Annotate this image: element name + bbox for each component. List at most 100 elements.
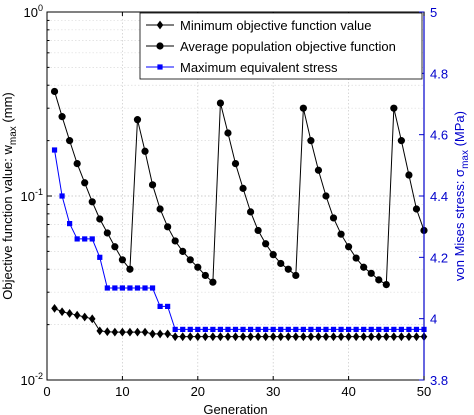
data-point-circle [224, 129, 232, 137]
data-point-diamond [360, 332, 367, 342]
data-point-circle [73, 159, 81, 168]
data-point-diamond [398, 332, 405, 342]
data-point-circle [307, 137, 315, 145]
data-point-diamond [51, 303, 58, 313]
data-point-square [172, 326, 178, 332]
data-point-square [406, 326, 412, 332]
data-point-diamond [81, 312, 88, 322]
data-point-circle [194, 263, 202, 271]
series-1 [51, 303, 428, 342]
data-point-diamond [269, 332, 277, 342]
y-tick-label: 10-2 [21, 371, 43, 388]
data-point-diamond [352, 332, 360, 342]
data-point-square [51, 147, 58, 153]
data-point-square [157, 64, 163, 70]
data-point-circle [133, 116, 142, 124]
x-axis-label: Generation [203, 402, 267, 415]
data-point-diamond [194, 332, 202, 342]
legend: Minimum objective function value Average … [139, 12, 423, 80]
data-point-square [323, 326, 329, 332]
x-tick-label: 40 [341, 384, 355, 399]
data-point-square [225, 326, 231, 332]
data-point-diamond [413, 332, 420, 342]
data-point-circle [352, 254, 360, 262]
data-point-diamond [292, 332, 300, 342]
data-point-diamond [58, 307, 66, 317]
data-point-circle [111, 243, 119, 251]
data-point-circle [148, 181, 157, 189]
data-point-square [149, 285, 156, 291]
data-point-diamond [179, 332, 187, 342]
data-point-square [210, 326, 216, 332]
data-point-circle [269, 251, 277, 259]
data-point-circle [390, 104, 398, 112]
data-point-diamond [156, 329, 164, 339]
data-point-diamond [149, 329, 156, 339]
data-point-square [142, 285, 148, 291]
data-point-square [165, 303, 171, 309]
data-point-circle [118, 256, 126, 264]
data-point-circle [156, 42, 164, 50]
data-point-circle [50, 87, 59, 96]
data-point-circle [156, 205, 164, 213]
data-point-diamond [239, 332, 247, 342]
data-point-square [308, 326, 314, 332]
data-point-square [217, 326, 224, 332]
y2-tick-label: 4.6 [430, 128, 448, 143]
data-point-square [376, 326, 382, 332]
data-point-square [247, 326, 254, 332]
data-point-circle [367, 269, 375, 277]
data-point-square [361, 326, 367, 332]
data-point-circle [88, 198, 96, 206]
legend-box [139, 12, 423, 80]
data-point-circle [171, 237, 179, 245]
data-point-diamond [315, 332, 322, 342]
data-point-square [187, 326, 193, 332]
data-point-diamond [156, 20, 164, 30]
data-point-square [119, 285, 125, 291]
x-tick-label: 0 [43, 384, 50, 399]
data-point-square [82, 236, 88, 242]
data-point-circle [246, 208, 255, 216]
data-point-diamond [390, 332, 398, 342]
data-point-circle [277, 259, 285, 268]
data-point-circle [126, 265, 134, 273]
data-point-circle [239, 184, 247, 192]
data-point-diamond [247, 332, 254, 342]
x-tick-label: 20 [191, 384, 205, 399]
legend-entry-2: Average population objective function [180, 39, 396, 54]
data-point-square [278, 326, 284, 332]
data-point-diamond [96, 326, 104, 336]
data-point-circle [360, 263, 368, 271]
data-point-square [67, 221, 73, 227]
data-point-circle [103, 229, 111, 237]
data-point-circle [96, 215, 104, 223]
data-point-square [127, 285, 133, 291]
y2-tick-label: 3.8 [430, 373, 448, 388]
data-point-circle [322, 192, 330, 200]
data-point-circle [375, 276, 383, 284]
axis-labels: Generation Objective function value: wmax… [0, 92, 471, 415]
data-point-circle [58, 113, 66, 121]
data-point-circle [254, 226, 262, 235]
data-point-circle [81, 179, 89, 187]
data-point-diamond [337, 332, 345, 342]
data-point-square [270, 326, 276, 332]
y2-tick-label: 4.4 [430, 189, 448, 204]
y2-tick-label: 4.8 [430, 66, 448, 81]
series-layer [50, 87, 428, 342]
data-point-circle [314, 166, 323, 174]
data-point-square [368, 326, 374, 332]
data-point-square [346, 326, 352, 332]
data-point-diamond [171, 332, 179, 342]
data-point-diamond [232, 332, 239, 342]
data-point-diamond [367, 332, 375, 342]
data-point-square [134, 285, 141, 291]
data-point-diamond [383, 332, 390, 342]
data-point-square [97, 254, 103, 260]
legend-entry-1: Minimum objective function value [180, 18, 371, 33]
data-point-circle [201, 271, 209, 280]
data-point-diamond [141, 327, 149, 337]
data-point-circle [299, 104, 307, 112]
